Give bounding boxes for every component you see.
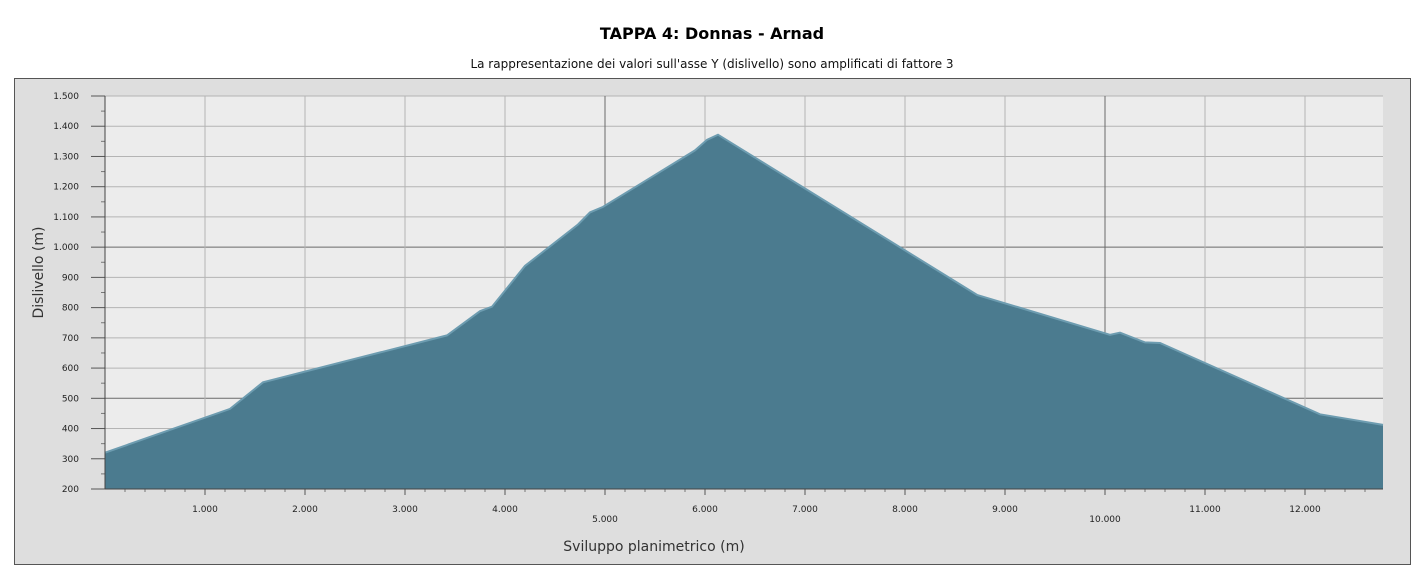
y-tick-label: 1.400 (53, 122, 79, 132)
y-tick-label: 600 (62, 364, 79, 374)
elevation-chart: 200 300 400 500 600 700 800 900 1.000 1.100 1.200 1… (31, 92, 1384, 555)
y-tick-label: 500 (62, 394, 79, 404)
y-tick-label: 800 (62, 304, 79, 314)
axes (91, 95, 1383, 495)
chart-title: TAPPA 4: Donnas - Arnad (599, 24, 825, 43)
chart-subtitle: La rappresentazione dei valori sull'asse… (470, 57, 954, 71)
x-tick-label: 12.000 (1289, 505, 1321, 515)
y-tick-label: 900 (62, 273, 79, 283)
x-tick-label: 8.000 (892, 505, 918, 515)
y-tick-label: 1.200 (53, 183, 79, 193)
y-tick-label: 200 (62, 485, 79, 495)
y-tick-label: 1.000 (53, 243, 79, 253)
x-tick-label: 6.000 (692, 505, 718, 515)
x-tick-label: 4.000 (492, 505, 518, 515)
x-tick-label: 7.000 (792, 505, 818, 515)
y-tick-label: 1.100 (53, 213, 79, 223)
chart-frame: 200 300 400 500 600 700 800 900 1.000 1.100 1.200 1… (14, 78, 1411, 565)
x-tick-label: 1.000 (192, 505, 218, 515)
y-tick-label: 700 (62, 334, 79, 344)
x-tick-label: 11.000 (1189, 505, 1221, 515)
x-tick-label: 10.000 (1089, 515, 1121, 525)
x-tick-label: 5.000 (592, 515, 618, 525)
tick-labels: 200 300 400 500 600 700 800 900 1.000 1.100 1.200 1… (53, 92, 1321, 525)
x-axis-label: Sviluppo planimetrico (m) (563, 539, 744, 555)
y-axis-label: Dislivello (m) (31, 227, 47, 319)
elevation-line (104, 133, 1384, 454)
y-tick-label: 1.300 (53, 152, 79, 162)
elevation-area (105, 134, 1383, 489)
y-tick-label: 400 (62, 425, 79, 435)
y-tick-label: 1.500 (53, 92, 79, 102)
x-tick-label: 3.000 (392, 505, 418, 515)
x-tick-label: 2.000 (292, 505, 318, 515)
y-tick-label: 300 (62, 455, 79, 465)
x-tick-label: 9.000 (992, 505, 1018, 515)
